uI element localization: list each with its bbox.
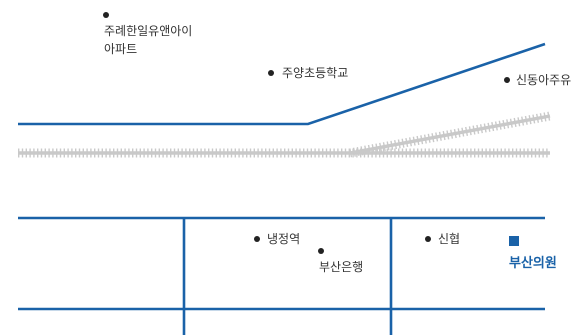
poi-dot-icon <box>254 236 260 242</box>
poi-dot-icon <box>268 70 274 76</box>
roads <box>18 42 546 335</box>
landmark-label: 주양초등학교 <box>282 66 348 80</box>
landmark-school: 주양초등학교 <box>268 66 348 80</box>
landmark-station: 냉정역 <box>254 232 300 246</box>
road-upper <box>18 42 546 126</box>
square-marker-icon <box>509 236 519 246</box>
railway <box>18 111 551 158</box>
landmark-apartment: 주례한일유앤아이 아파트 <box>103 12 192 56</box>
landmark-label: 주례한일유앤아이 <box>104 24 192 38</box>
landmark-gas-station: 신동아주유 <box>504 73 571 87</box>
landmark-cooperative: 신협 <box>425 232 460 246</box>
destination-label: 부산의원 <box>509 255 557 270</box>
landmark-label: 부산은행 <box>319 259 363 274</box>
landmark-bank: 부산은행 <box>318 248 363 274</box>
landmark-label: 아파트 <box>104 42 137 56</box>
poi-dot-icon <box>318 248 324 254</box>
poi-dot-icon <box>504 77 510 83</box>
poi-dot-icon <box>425 236 431 242</box>
poi-dot-icon <box>103 12 109 18</box>
landmark-label: 신협 <box>438 232 460 246</box>
railway-branch <box>349 114 551 155</box>
landmark-label: 신동아주유 <box>516 73 571 87</box>
landmark-label: 냉정역 <box>267 232 300 246</box>
destination-marker[interactable]: 부산의원 <box>509 236 557 270</box>
